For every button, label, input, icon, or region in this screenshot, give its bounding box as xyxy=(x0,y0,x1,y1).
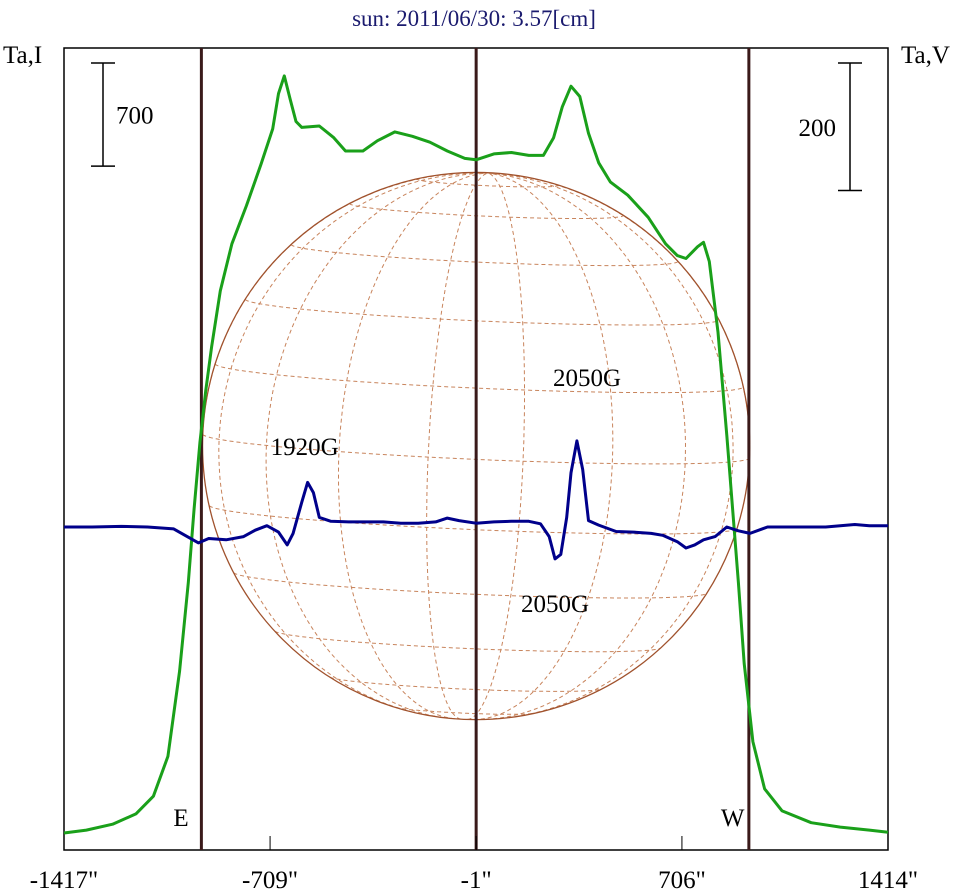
x-tick-label: 1414" xyxy=(858,867,918,893)
sun-parallel xyxy=(274,630,661,653)
y-axis-label-left: Ta,I xyxy=(3,42,42,69)
sun-parallel xyxy=(349,202,624,219)
sun-parallel xyxy=(329,676,602,692)
sun-meridian xyxy=(488,172,734,719)
sun-parallel xyxy=(208,505,738,535)
sun-parallel xyxy=(290,244,679,267)
scale-bar-label: 700 xyxy=(116,103,154,130)
x-tick-label: 706" xyxy=(658,867,706,893)
sun-parallel xyxy=(416,178,559,188)
sun-meridian xyxy=(338,172,489,720)
scale-bars: 700 200 xyxy=(91,62,862,192)
limb-marker-label: W xyxy=(721,805,745,832)
sun-parallel xyxy=(214,363,744,394)
x-tick-label: -1" xyxy=(461,867,492,893)
sun-parallel xyxy=(233,572,708,599)
series-stokes-i-line xyxy=(63,74,889,835)
sun-meridian xyxy=(218,172,489,715)
annotation-label: 2050G xyxy=(553,365,621,392)
x-axis: -1417" -709" -1" 706" 1414" xyxy=(30,836,918,893)
annotation-label: 2050G xyxy=(521,591,589,618)
chart-title: sun: 2011/06/30: 3.57[cm] xyxy=(352,6,596,31)
x-tick-label: -709" xyxy=(242,867,298,893)
x-tick-label: -1417" xyxy=(30,867,99,893)
annotation-label: 1920G xyxy=(271,434,339,461)
sun-meridian xyxy=(488,172,751,458)
series-stokes-v-line xyxy=(64,439,888,561)
sun-meridian xyxy=(426,172,489,720)
series-layer xyxy=(63,74,889,835)
scale-bar-label: 200 xyxy=(799,115,837,142)
sun-parallel xyxy=(244,299,720,326)
annotations: 1920G 2050G 2050G xyxy=(271,365,621,618)
y-axis-label-right: Ta,V xyxy=(901,42,950,69)
sun-meridian xyxy=(486,172,687,720)
sun-meridian xyxy=(473,172,614,721)
limb-marker-label: E xyxy=(173,805,188,832)
